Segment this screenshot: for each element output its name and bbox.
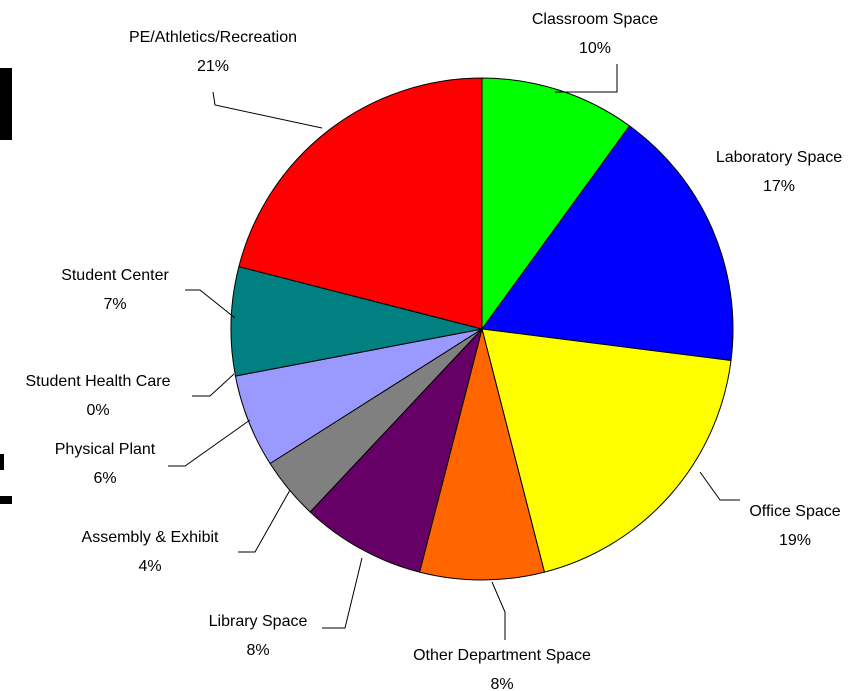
leader-line — [322, 557, 363, 629]
leader-line — [212, 91, 323, 129]
slice-label: Other Department Space — [413, 647, 591, 664]
pie-slice — [481, 328, 732, 573]
leader-line — [491, 581, 506, 640]
pie-slice — [309, 328, 483, 573]
leader-line — [168, 419, 251, 467]
leader-line — [192, 373, 235, 397]
slice-label: Physical Plant — [55, 441, 156, 458]
slice-value-label: 0% — [86, 402, 109, 419]
edge-artifact — [0, 454, 4, 470]
leader-line — [185, 289, 236, 319]
slice-label: Assembly & Exhibit — [82, 529, 219, 546]
slice-label: Library Space — [209, 613, 308, 630]
pie-slice — [238, 77, 483, 330]
slice-label: Laboratory Space — [716, 149, 842, 166]
slice-value-label: 21% — [197, 58, 229, 75]
slice-value-label: 19% — [779, 532, 811, 549]
slice-label: Office Space — [749, 503, 840, 520]
slice-value-label: 10% — [579, 40, 611, 57]
slice-value-label: 6% — [93, 470, 116, 487]
slice-value-label: 8% — [490, 676, 513, 691]
leader-line — [699, 471, 740, 501]
slice-label: Classroom Space — [532, 11, 658, 28]
slice-label: Student Health Care — [26, 373, 171, 390]
slice-value-label: 8% — [246, 642, 269, 659]
slice-value-label: 7% — [103, 296, 126, 313]
leader-line — [238, 489, 291, 553]
slice-value-label: 4% — [138, 558, 161, 575]
slice-label: Student Center — [61, 267, 169, 284]
edge-artifact — [0, 68, 12, 140]
pie-slice — [481, 125, 734, 362]
leader-line — [555, 64, 618, 93]
pie-slice — [230, 265, 483, 377]
pie-slice — [418, 328, 546, 581]
edge-artifact — [0, 496, 12, 504]
slice-label: PE/Athletics/Recreation — [129, 29, 297, 46]
pie-slice — [481, 77, 631, 331]
slice-value-label: 17% — [763, 178, 795, 195]
